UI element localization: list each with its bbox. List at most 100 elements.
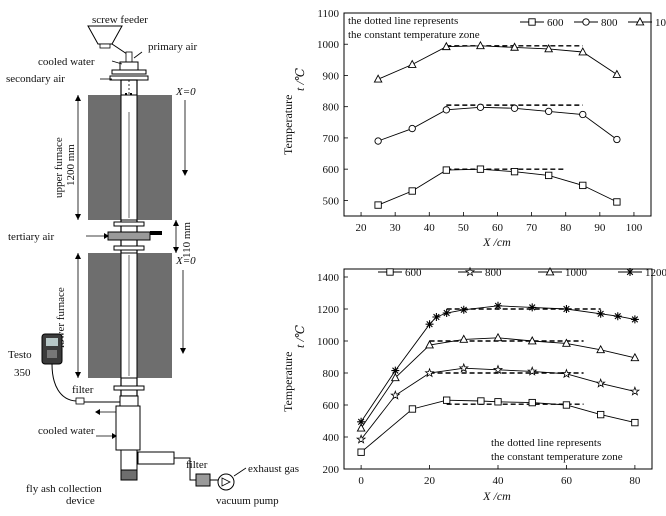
data-point bbox=[510, 42, 520, 51]
x-tick-label: 100 bbox=[626, 222, 643, 234]
testo-screen bbox=[46, 338, 58, 346]
series-line bbox=[377, 106, 618, 142]
data-point bbox=[545, 107, 553, 116]
testo-label-1: Testo bbox=[8, 349, 32, 361]
data-point bbox=[373, 74, 383, 83]
data-point bbox=[442, 166, 450, 174]
data-point bbox=[510, 168, 519, 176]
legend-marker bbox=[386, 268, 394, 276]
data-point bbox=[630, 315, 639, 324]
data-point bbox=[424, 367, 435, 378]
y-tick-label: 1100 bbox=[317, 8, 339, 20]
filter-right-label: filter bbox=[186, 459, 208, 471]
gap-dim-bottom bbox=[173, 247, 179, 253]
hopper bbox=[87, 25, 123, 45]
data-point bbox=[579, 181, 587, 190]
data-point bbox=[613, 135, 621, 144]
pump-symbol bbox=[221, 477, 231, 487]
cooled-water-top-arrow bbox=[111, 60, 123, 65]
data-point bbox=[597, 410, 605, 419]
x-tick-label: 50 bbox=[458, 222, 470, 234]
data-point bbox=[475, 40, 485, 50]
gap-length-label: 110 mm bbox=[181, 222, 193, 258]
y-tick-label: 400 bbox=[323, 432, 340, 444]
x-tick-label: 30 bbox=[390, 222, 402, 234]
probe-port bbox=[119, 395, 139, 407]
legend-marker bbox=[464, 266, 476, 277]
data-point bbox=[596, 309, 605, 318]
data-point bbox=[432, 313, 441, 321]
x-axis-label: X /cm bbox=[482, 235, 511, 249]
data-point bbox=[407, 59, 417, 68]
x-axis-label: X /cm bbox=[482, 489, 511, 503]
data-point bbox=[528, 303, 537, 312]
data-point bbox=[631, 418, 639, 427]
data-point bbox=[442, 309, 451, 317]
fly-ash-label-1: fly ash collection bbox=[26, 483, 102, 495]
data-point bbox=[494, 301, 502, 310]
bottom-flange bbox=[113, 385, 145, 391]
data-point bbox=[579, 110, 587, 119]
screw-feeder-label: screw feeder bbox=[92, 14, 148, 26]
data-point bbox=[562, 401, 571, 409]
cooled-water-bottom-label: cooled water bbox=[38, 425, 95, 437]
data-point bbox=[391, 366, 400, 375]
vacuum-pump-label: vacuum pump bbox=[216, 495, 279, 507]
upper-length-label: 1200 mm bbox=[65, 144, 77, 186]
x0-lower-label: X=0 bbox=[175, 255, 196, 267]
y-tick-label: 1000 bbox=[317, 39, 340, 51]
series-line bbox=[360, 337, 636, 429]
data-point bbox=[595, 378, 606, 388]
data-point bbox=[613, 198, 621, 206]
filter-left-box bbox=[75, 397, 85, 405]
tertiary-air-ring bbox=[107, 231, 151, 241]
data-point bbox=[545, 171, 553, 180]
gap-dim-top bbox=[173, 220, 179, 226]
upper-dim-bottom bbox=[75, 214, 81, 220]
y-tick-label: 1400 bbox=[317, 272, 340, 284]
data-point bbox=[374, 137, 382, 145]
data-point bbox=[442, 106, 450, 114]
data-point bbox=[459, 305, 468, 314]
cooled-water-top-label: cooled water bbox=[38, 56, 95, 68]
series-1000 bbox=[356, 332, 640, 432]
fly-ash-hopper bbox=[120, 469, 138, 481]
tertiary-air-label: tertiary air bbox=[8, 231, 54, 243]
primary-air-label: primary air bbox=[148, 41, 198, 53]
data-point bbox=[425, 340, 435, 349]
upper-x-arrowhead bbox=[182, 170, 188, 176]
data-point bbox=[613, 312, 622, 321]
data-point bbox=[408, 124, 416, 133]
x-tick-label: 90 bbox=[594, 222, 606, 234]
data-point bbox=[561, 338, 571, 347]
data-point bbox=[476, 165, 485, 173]
hopper-neck bbox=[99, 43, 111, 49]
testo-keys bbox=[47, 350, 57, 358]
lower-x-arrowhead bbox=[180, 348, 186, 354]
x-tick-label: 40 bbox=[493, 475, 505, 487]
y-tick-label: 500 bbox=[323, 195, 340, 207]
data-point bbox=[596, 344, 606, 354]
lower-dim-top bbox=[75, 253, 81, 259]
primary-air-arrow bbox=[133, 51, 143, 59]
data-point bbox=[441, 41, 451, 51]
data-point bbox=[612, 69, 622, 78]
data-point bbox=[374, 201, 382, 209]
y-axis-unit: t /℃ bbox=[293, 67, 307, 91]
data-point bbox=[562, 305, 571, 313]
lower-furnace-label: lower furnace bbox=[55, 287, 67, 348]
y-tick-label: 900 bbox=[323, 70, 340, 82]
data-point bbox=[544, 43, 554, 53]
data-point bbox=[630, 352, 640, 362]
top-flange bbox=[111, 69, 147, 75]
x-tick-label: 60 bbox=[492, 222, 504, 234]
burner-head bbox=[119, 61, 139, 71]
data-point bbox=[561, 368, 572, 379]
y-tick-label: 800 bbox=[323, 102, 340, 114]
data-point bbox=[390, 390, 401, 400]
exhaust-gas-label: exhaust gas bbox=[248, 463, 299, 475]
upper-furnace-label: upper furnace bbox=[53, 137, 65, 198]
x-tick-label: 80 bbox=[560, 222, 572, 234]
data-point bbox=[477, 397, 485, 405]
